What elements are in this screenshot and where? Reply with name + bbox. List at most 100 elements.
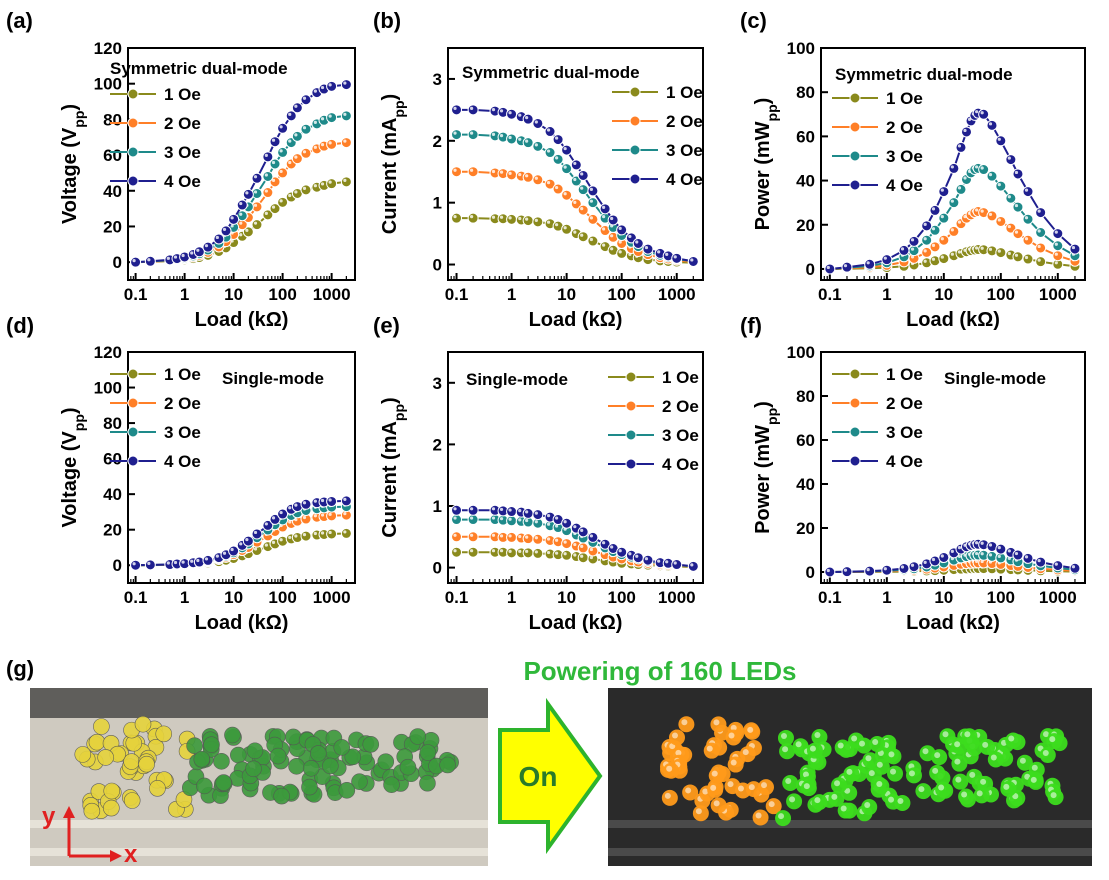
data-point-highlight	[988, 173, 993, 177]
data-point-highlight	[843, 568, 848, 572]
y-axis-title: Power (mWpp)	[752, 401, 780, 534]
led-glint	[976, 790, 983, 797]
data-point	[577, 231, 589, 243]
legend-label: 2 Oe	[164, 114, 201, 133]
led-unlit	[273, 787, 290, 805]
data-point-highlight	[1054, 261, 1058, 265]
legend-marker	[629, 144, 641, 156]
data-point-highlight	[518, 518, 522, 522]
data-point	[938, 253, 950, 265]
data-point-highlight	[883, 567, 887, 571]
data-point-highlight	[563, 226, 567, 230]
data-point-highlight	[264, 173, 268, 177]
data-point-highlight	[147, 258, 151, 262]
data-point-highlight	[1037, 258, 1041, 262]
data-point	[632, 552, 644, 564]
x-axis-title: Load (kΩ)	[906, 309, 1000, 331]
data-point-highlight	[245, 537, 249, 542]
data-point-highlight	[302, 186, 307, 190]
data-point-highlight	[657, 559, 661, 563]
led-glint	[713, 719, 720, 726]
data-point	[587, 213, 599, 225]
led-glint	[1050, 792, 1057, 799]
data-point-highlight	[491, 507, 496, 511]
x-tick-label: 1000	[1039, 285, 1077, 304]
data-point-highlight	[580, 206, 584, 211]
data-point-highlight	[563, 540, 567, 544]
data-point-highlight	[1014, 170, 1019, 175]
data-point-highlight	[910, 247, 915, 251]
data-point-highlight	[1007, 224, 1011, 229]
data-point	[300, 123, 312, 135]
data-point	[467, 212, 479, 224]
data-point	[1035, 226, 1047, 238]
led-glint	[890, 768, 897, 775]
data-point-highlight	[253, 221, 258, 225]
led-unlit	[383, 776, 400, 793]
led-unlit	[288, 757, 305, 775]
data-point-highlight	[546, 149, 551, 153]
data-point	[577, 526, 589, 538]
led-glint	[795, 741, 802, 748]
x-tick-label: 10	[557, 285, 576, 304]
data-point-highlight	[610, 545, 614, 549]
data-point-highlight	[508, 216, 512, 220]
led-glint	[713, 800, 720, 807]
data-point	[587, 531, 599, 543]
x-tick-label: 0.1	[818, 285, 842, 304]
led-unlit	[351, 773, 368, 790]
data-point-highlight	[950, 199, 954, 203]
data-point-highlight	[997, 182, 1001, 187]
led-glint	[681, 719, 688, 726]
data-point-highlight	[997, 546, 1001, 550]
data-point-highlight	[313, 531, 317, 536]
legend-marker	[849, 179, 861, 191]
legend-marker	[127, 426, 139, 438]
data-point-highlight	[279, 125, 283, 129]
led-unlit	[224, 726, 241, 744]
data-point-highlight	[589, 199, 593, 203]
data-point-highlight	[499, 534, 504, 538]
data-point	[938, 212, 950, 224]
data-point-highlight	[555, 516, 559, 520]
x-tick-label: 1000	[1039, 588, 1077, 607]
data-point	[1035, 556, 1047, 568]
y-tick-label: 40	[796, 172, 815, 191]
data-point	[1035, 242, 1047, 254]
data-point	[277, 146, 289, 158]
legend-marker	[127, 455, 139, 467]
data-point-highlight	[343, 530, 347, 534]
data-point-highlight	[518, 549, 522, 553]
photo-leds-off: y x	[30, 688, 488, 868]
data-point-highlight	[499, 549, 504, 553]
x-tick-label: 100	[268, 588, 296, 607]
data-point	[1005, 192, 1017, 204]
legend-marker	[127, 88, 139, 100]
data-point-highlight	[320, 143, 325, 147]
data-point	[921, 220, 933, 232]
data-point	[824, 263, 836, 275]
led-glint	[865, 755, 872, 762]
data-point-highlight	[957, 220, 962, 224]
data-point-highlight	[673, 561, 677, 565]
data-point-highlight	[1024, 555, 1029, 559]
data-point-highlight	[628, 234, 632, 239]
data-point-highlight	[580, 233, 584, 237]
data-point	[220, 225, 232, 237]
data-point	[908, 561, 920, 573]
data-point-highlight	[563, 165, 567, 169]
data-point	[326, 178, 338, 190]
data-point-highlight	[499, 109, 504, 113]
legend-label: 4 Oe	[164, 172, 201, 191]
data-point-highlight	[1054, 230, 1058, 234]
data-point-highlight	[499, 517, 504, 521]
data-point-highlight	[563, 552, 567, 556]
data-point	[616, 224, 628, 236]
rail-strip-on	[608, 820, 1092, 828]
y-tick-label: 0	[433, 559, 442, 578]
data-point-highlight	[302, 501, 307, 505]
data-point-highlight	[469, 215, 474, 219]
led-glint	[780, 732, 787, 739]
data-point-highlight	[215, 554, 219, 558]
led-unlit	[301, 778, 318, 796]
